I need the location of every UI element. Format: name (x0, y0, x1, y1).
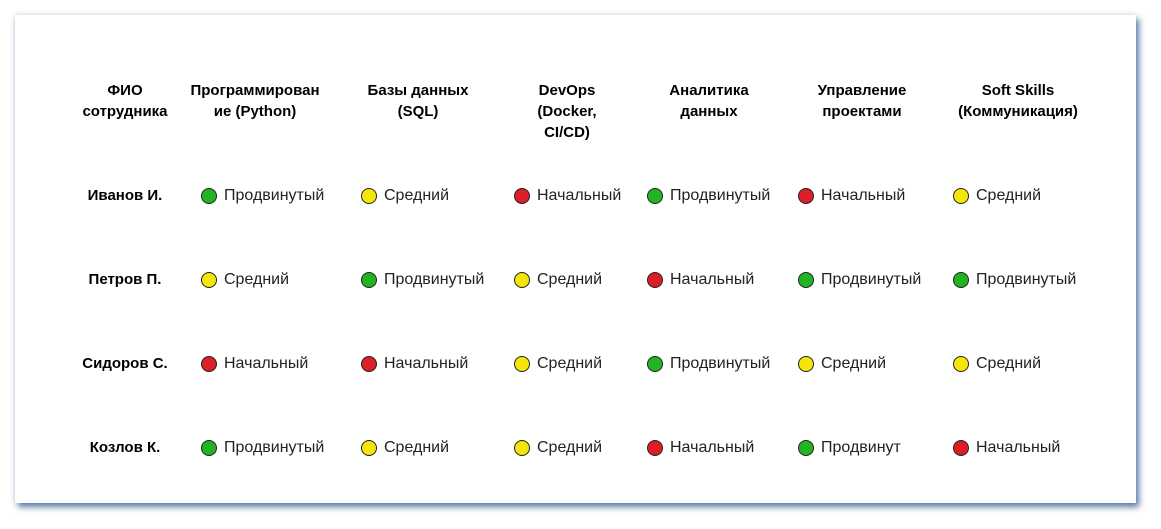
status-dot-icon (361, 272, 377, 288)
status-dot-icon (514, 356, 530, 372)
skill-level-label: Средний (537, 271, 603, 288)
skill-level-label: Средний (976, 355, 1042, 372)
status-dot-icon (647, 440, 663, 456)
status-dot-icon (647, 272, 663, 288)
skill-level-label: Продвинутый (976, 271, 1077, 288)
column-header: Аналитика данных (639, 80, 779, 122)
skill-level-cell: Начальный (953, 438, 1060, 458)
skill-level-label: Начальный (821, 187, 906, 204)
skill-level-label: Продвинутый (224, 187, 325, 204)
skill-level-cell: Продвинутый (647, 354, 770, 374)
column-header-line: (Docker, (537, 103, 597, 120)
skill-level-cell: Средний (953, 354, 1041, 374)
skill-level-label: Продвинутый (670, 355, 771, 372)
status-dot-icon (201, 356, 217, 372)
skill-level-cell: Средний (514, 438, 602, 458)
column-header-line: ие (Python) (213, 103, 297, 120)
status-dot-icon (361, 356, 377, 372)
status-dot-icon (953, 356, 969, 372)
column-header-line: (SQL) (397, 103, 439, 120)
skill-level-label: Начальный (670, 439, 755, 456)
column-header: ФИО сотрудника (55, 80, 195, 122)
status-dot-icon (647, 188, 663, 204)
skill-level-cell: Продвинутый (647, 186, 770, 206)
skill-level-label: Средний (537, 439, 603, 456)
status-dot-icon (361, 440, 377, 456)
skill-level-cell: Средний (514, 354, 602, 374)
column-header-line: сотрудника (82, 103, 168, 120)
skill-level-cell: Средний (361, 438, 449, 458)
status-dot-icon (201, 188, 217, 204)
skill-level-cell: Начальный (361, 354, 468, 374)
status-dot-icon (514, 272, 530, 288)
column-header-line: Базы данных (367, 82, 469, 99)
status-dot-icon (798, 440, 814, 456)
skill-level-cell: Продвинутый (798, 270, 921, 290)
column-header-line: Программирован (190, 82, 320, 99)
employee-name: Козлов К. (89, 439, 161, 456)
status-dot-icon (798, 272, 814, 288)
skill-level-label: Средний (384, 439, 450, 456)
skill-level-cell: Начальный (647, 270, 754, 290)
column-header: Базы данных (SQL) (348, 80, 488, 122)
skill-level-label: Средний (537, 355, 603, 372)
skill-level-label: Начальный (537, 187, 622, 204)
skill-level-label: Продвинутый (384, 271, 485, 288)
column-header-line: Аналитика (669, 82, 749, 99)
skill-level-cell: Средний (201, 270, 289, 290)
employee-name: Иванов И. (87, 187, 163, 204)
column-header-line: (Коммуникация) (958, 103, 1078, 120)
status-dot-icon (953, 440, 969, 456)
skill-level-cell: Продвинутый (201, 438, 324, 458)
skill-level-label: Продвинутый (224, 439, 325, 456)
skill-level-cell: Продвинутый (953, 270, 1076, 290)
skill-level-cell: Продвинутый (201, 186, 324, 206)
status-dot-icon (514, 440, 530, 456)
status-dot-icon (514, 188, 530, 204)
skill-level-cell: Начальный (647, 438, 754, 458)
skill-level-label: Средний (384, 187, 450, 204)
status-dot-icon (361, 188, 377, 204)
status-dot-icon (201, 440, 217, 456)
status-dot-icon (953, 188, 969, 204)
column-header-line: данных (680, 103, 738, 120)
skill-level-cell: Продвинут (798, 438, 901, 458)
skill-level-label: Средний (224, 271, 290, 288)
status-dot-icon (798, 188, 814, 204)
column-header: Управление проектами (792, 80, 932, 122)
column-header: DevOps (Docker, CI/CD) (497, 80, 637, 143)
column-header-line: проектами (822, 103, 902, 120)
skill-level-label: Начальный (976, 439, 1061, 456)
skill-level-cell: Средний (798, 354, 886, 374)
column-header: Программирован ие (Python) (185, 80, 325, 122)
column-header-line: ФИО (107, 82, 143, 99)
skill-level-label: Начальный (670, 271, 755, 288)
skill-level-label: Продвинутый (821, 271, 922, 288)
skill-level-label: Продвинутый (670, 187, 771, 204)
employee-name: Петров П. (88, 271, 162, 288)
skill-level-label: Начальный (224, 355, 309, 372)
column-header-line: Soft Skills (981, 82, 1055, 99)
skill-level-cell: Начальный (514, 186, 621, 206)
column-header-line: Управление (817, 82, 907, 99)
skill-level-label: Продвинут (821, 439, 901, 456)
column-header-line: CI/CD) (544, 124, 590, 141)
skill-level-label: Начальный (384, 355, 469, 372)
skill-level-cell: Продвинутый (361, 270, 484, 290)
column-header: Soft Skills (Коммуникация) (948, 80, 1088, 122)
status-dot-icon (798, 356, 814, 372)
status-dot-icon (201, 272, 217, 288)
skill-level-label: Средний (821, 355, 887, 372)
skill-level-cell: Начальный (201, 354, 308, 374)
status-dot-icon (647, 356, 663, 372)
skill-level-cell: Начальный (798, 186, 905, 206)
employee-name: Сидоров С. (82, 355, 168, 372)
column-header-line: DevOps (538, 82, 596, 99)
skill-level-label: Средний (976, 187, 1042, 204)
skill-level-cell: Средний (953, 186, 1041, 206)
skills-matrix-card (15, 15, 1136, 503)
status-dot-icon (953, 272, 969, 288)
skill-level-cell: Средний (514, 270, 602, 290)
skill-level-cell: Средний (361, 186, 449, 206)
